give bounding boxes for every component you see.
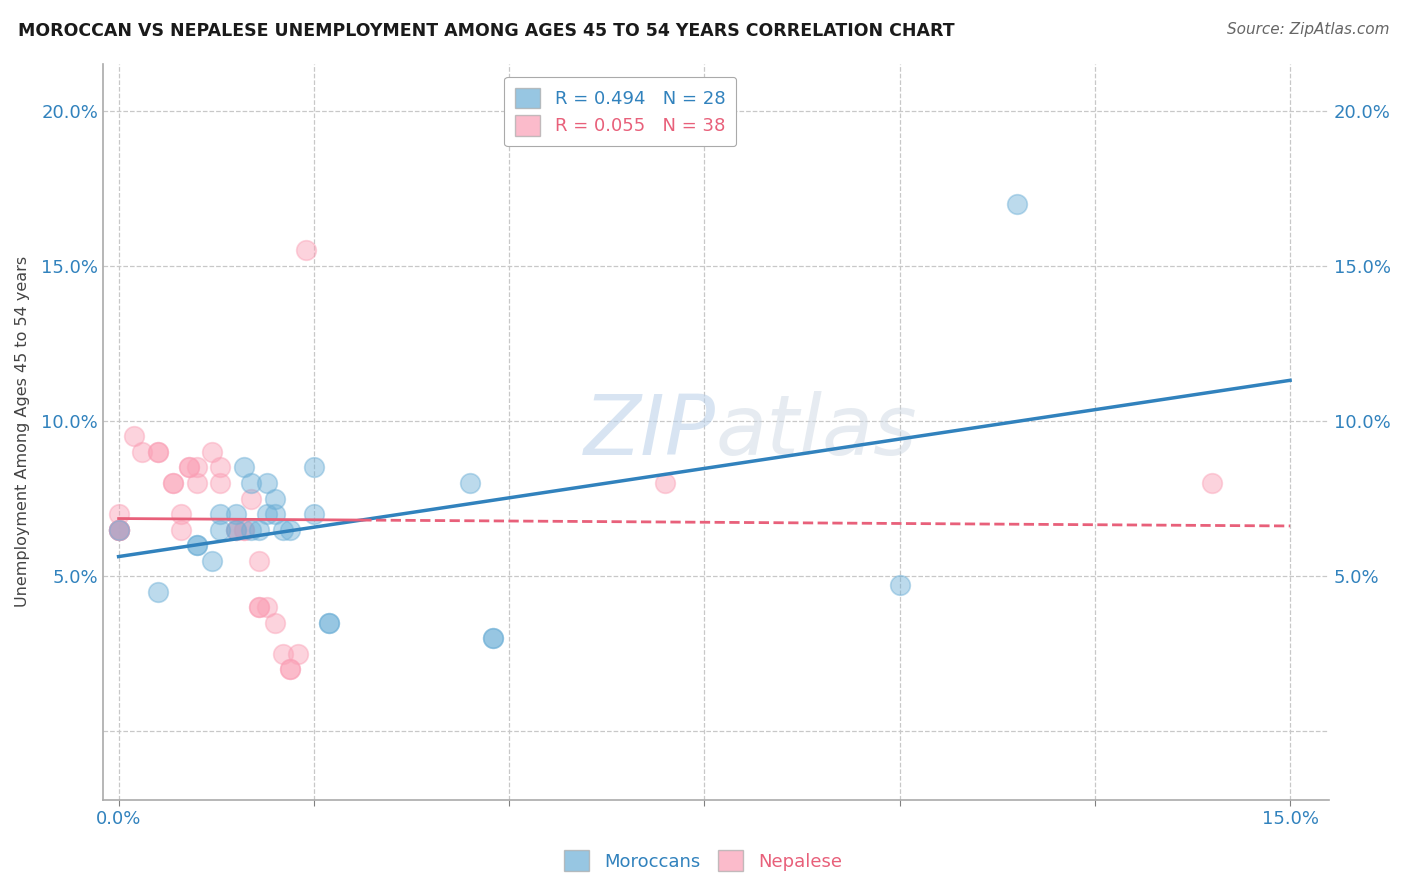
Point [263,491,285,506]
Point [209,523,232,537]
Point [256,600,278,615]
Point [177,460,200,475]
Point [162,475,184,490]
Point [146,445,169,459]
Point [122,429,145,443]
Point [889,578,911,592]
Point [225,507,247,521]
Text: Source: ZipAtlas.com: Source: ZipAtlas.com [1226,22,1389,37]
Point [280,662,302,676]
Point [146,584,169,599]
Point [225,523,247,537]
Point [209,475,232,490]
Point [107,507,129,521]
Point [232,523,254,537]
Point [302,507,325,521]
Point [186,538,208,552]
Point [458,475,481,490]
Point [482,631,505,645]
Point [247,600,270,615]
Point [170,523,193,537]
Text: ZIP: ZIP [583,392,716,472]
Point [256,507,278,521]
Point [107,523,129,537]
Point [240,523,263,537]
Point [280,523,302,537]
Point [162,475,184,490]
Point [107,523,129,537]
Point [107,523,129,537]
Point [201,553,224,567]
Point [247,600,270,615]
Point [247,523,270,537]
Point [146,445,169,459]
Point [280,662,302,676]
Point [287,647,309,661]
Point [186,475,208,490]
Point [209,507,232,521]
Point [263,507,285,521]
Point [107,523,129,537]
Point [240,475,263,490]
Point [318,615,340,630]
Point [263,615,285,630]
Legend: Moroccans, Nepalese: Moroccans, Nepalese [557,843,849,879]
Point [225,523,247,537]
Point [107,523,129,537]
Point [256,475,278,490]
Point [271,647,294,661]
Point [1005,196,1028,211]
Legend: R = 0.494   N = 28, R = 0.055   N = 38: R = 0.494 N = 28, R = 0.055 N = 38 [505,77,737,146]
Point [318,615,340,630]
Point [186,538,208,552]
Point [209,460,232,475]
Point [232,523,254,537]
Y-axis label: Unemployment Among Ages 45 to 54 years: Unemployment Among Ages 45 to 54 years [15,256,30,607]
Point [654,475,676,490]
Text: MOROCCAN VS NEPALESE UNEMPLOYMENT AMONG AGES 45 TO 54 YEARS CORRELATION CHART: MOROCCAN VS NEPALESE UNEMPLOYMENT AMONG … [18,22,955,40]
Point [201,445,224,459]
Point [295,244,318,258]
Point [131,445,153,459]
Point [170,507,193,521]
Point [177,460,200,475]
Point [186,460,208,475]
Point [302,460,325,475]
Text: atlas: atlas [716,392,918,472]
Point [271,523,294,537]
Point [225,523,247,537]
Point [1201,475,1223,490]
Point [247,553,270,567]
Point [482,631,505,645]
Point [107,523,129,537]
Point [232,460,254,475]
Point [240,491,263,506]
